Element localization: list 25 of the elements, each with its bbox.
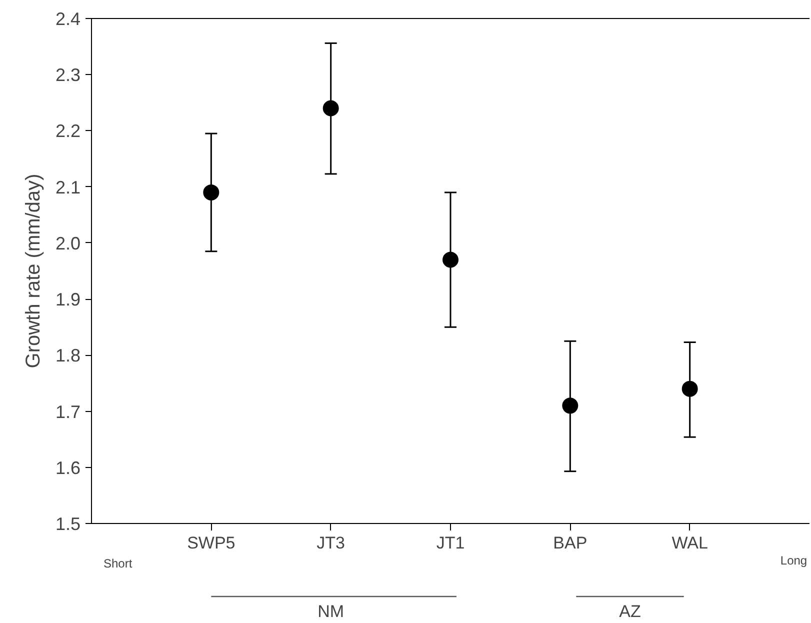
y-tick-label: 1.5 [55, 514, 81, 534]
y-tick-label: 1.7 [55, 402, 81, 422]
x-tick-label: JT3 [316, 534, 346, 552]
x-tick-label: SWP5 [187, 534, 236, 552]
point [562, 398, 578, 414]
x-tick-label: BAP [553, 534, 588, 552]
y-tick-label: 2.2 [55, 121, 81, 142]
point [322, 100, 339, 116]
text: Short [103, 556, 133, 570]
text: Long [780, 554, 808, 568]
y-tick-label: 2.4 [55, 9, 81, 29]
x-tick-label: WAL [672, 534, 708, 552]
point [442, 252, 458, 268]
x-tick-label: JT1 [436, 534, 465, 552]
y-tick-label: 1.8 [55, 346, 81, 366]
y-axis-title: Growth rate (mm/day) [22, 174, 44, 368]
y-tick-label: 2.1 [55, 177, 81, 198]
y-tick-label: 2.3 [55, 65, 81, 86]
text: AZ [619, 602, 641, 621]
y-tick-label: 2.0 [55, 233, 81, 254]
y-tick-label: 1.9 [55, 290, 81, 310]
text: NM [318, 602, 344, 621]
point [203, 184, 220, 200]
y-tick-label: 1.6 [55, 458, 81, 478]
point [682, 380, 698, 397]
